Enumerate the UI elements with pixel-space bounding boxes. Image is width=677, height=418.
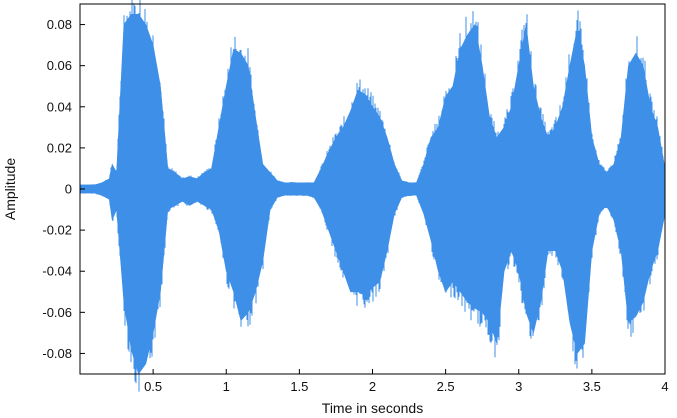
y-axis-label: Amplitude — [2, 158, 18, 220]
x-tick-label: 4 — [661, 379, 668, 394]
y-tick-label: -0.02 — [42, 223, 72, 238]
y-tick-label: 0.02 — [47, 140, 72, 155]
plot-frame — [79, 3, 666, 375]
y-tick-label: -0.04 — [42, 264, 72, 279]
y-tick-label: 0.04 — [47, 99, 72, 114]
tick-labels: 0.5 1 1.5 2 2.5 3 3.5 4 -0.08 -0.06 -0.04 -0.02 0 0.0… — [42, 17, 668, 394]
x-tick-label: 3.5 — [583, 379, 601, 394]
y-tick-label: 0 — [65, 182, 72, 197]
x-tick-label: 2.5 — [437, 379, 455, 394]
y-tick-label: 0.08 — [47, 17, 72, 32]
x-axis-label: Time in seconds — [322, 400, 423, 416]
plot-area — [79, 0, 666, 392]
x-tick-label: 0.5 — [144, 379, 162, 394]
y-tick-label: -0.06 — [42, 305, 72, 320]
axis-ticks — [80, 24, 666, 374]
x-tick-label: 2 — [369, 379, 376, 394]
y-tick-label: -0.08 — [42, 346, 72, 361]
y-tick-label: 0.06 — [47, 58, 72, 73]
x-tick-label: 1 — [223, 379, 230, 394]
x-tick-label: 3 — [515, 379, 522, 394]
x-tick-label: 1.5 — [290, 379, 308, 394]
waveform-samples — [80, 0, 665, 392]
